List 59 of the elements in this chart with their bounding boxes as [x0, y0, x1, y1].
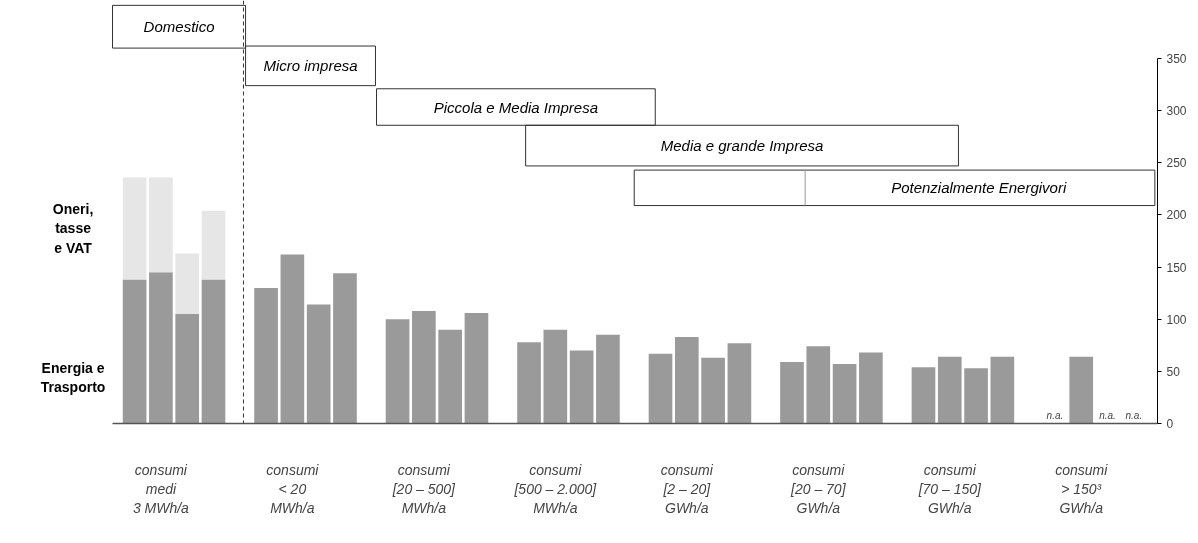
bar — [727, 343, 752, 424]
y-tick-label: 250 — [1166, 156, 1187, 171]
bar — [438, 329, 462, 424]
y-tick-label: 100 — [1166, 312, 1187, 327]
bar — [122, 177, 147, 280]
annotation: Media e grande Impresa — [660, 137, 824, 155]
y-tick-label: 50 — [1166, 364, 1181, 379]
bar — [569, 350, 594, 424]
y-tick-label: 0 — [1166, 417, 1174, 431]
bar — [1069, 356, 1094, 424]
x-tick-label: consumi [2 – 20] GWh/a — [660, 461, 714, 516]
bar — [333, 273, 357, 424]
bar — [149, 177, 173, 273]
bar — [201, 210, 226, 280]
text: Oneri, tasse e VAT — [52, 201, 94, 256]
bar — [201, 279, 226, 424]
bar — [517, 342, 541, 424]
bar — [780, 361, 804, 424]
bar — [175, 314, 200, 424]
series-label: Energia e Trasporto — [40, 360, 106, 396]
bar — [964, 368, 988, 424]
bar — [543, 329, 568, 424]
bar — [832, 364, 857, 424]
bar — [306, 304, 331, 424]
y-tick-label: 350 — [1166, 52, 1187, 67]
annotation: Micro impresa — [263, 57, 358, 75]
x-tick-label: consumi medi 3 MWh/a — [132, 461, 190, 516]
x-tick-label: consumi > 150³ GWh/a — [1055, 461, 1109, 516]
annotation: Potenzialmente Energivori — [891, 179, 1067, 197]
bar — [280, 254, 305, 424]
x-tick-label: consumi < 20 MWh/a — [266, 461, 320, 516]
bar — [674, 336, 699, 424]
bar — [937, 356, 962, 424]
bar — [149, 272, 173, 424]
x-tick-label: consumi [20 – 500] MWh/a — [391, 461, 457, 516]
bar — [175, 253, 200, 315]
text: n.a. — [1099, 409, 1116, 421]
x-tick-label: consumi [500 – 2.000] MWh/a — [513, 461, 598, 516]
bar — [648, 353, 673, 424]
bar — [254, 287, 278, 424]
text: n.a. — [1125, 409, 1143, 421]
bar — [464, 312, 489, 424]
bar — [859, 352, 883, 424]
bar — [122, 279, 147, 424]
bar — [806, 346, 831, 424]
text: n.a. — [1046, 409, 1064, 421]
text: Domestico — [143, 18, 215, 36]
annotation: Piccola e Media Impresa — [433, 98, 599, 116]
bar — [412, 310, 436, 424]
x-tick-label: consumi [70 – 150] GWh/a — [917, 461, 983, 516]
y-tick-label: 300 — [1166, 104, 1187, 119]
bar — [701, 357, 725, 424]
bar — [385, 319, 410, 424]
bar — [990, 356, 1015, 424]
bar — [911, 367, 936, 424]
x-tick-label: consumi [20 – 70] GWh/a — [790, 461, 847, 516]
bar — [596, 334, 620, 424]
y-tick-label: 200 — [1166, 208, 1187, 223]
y-tick-label: 150 — [1166, 260, 1187, 275]
